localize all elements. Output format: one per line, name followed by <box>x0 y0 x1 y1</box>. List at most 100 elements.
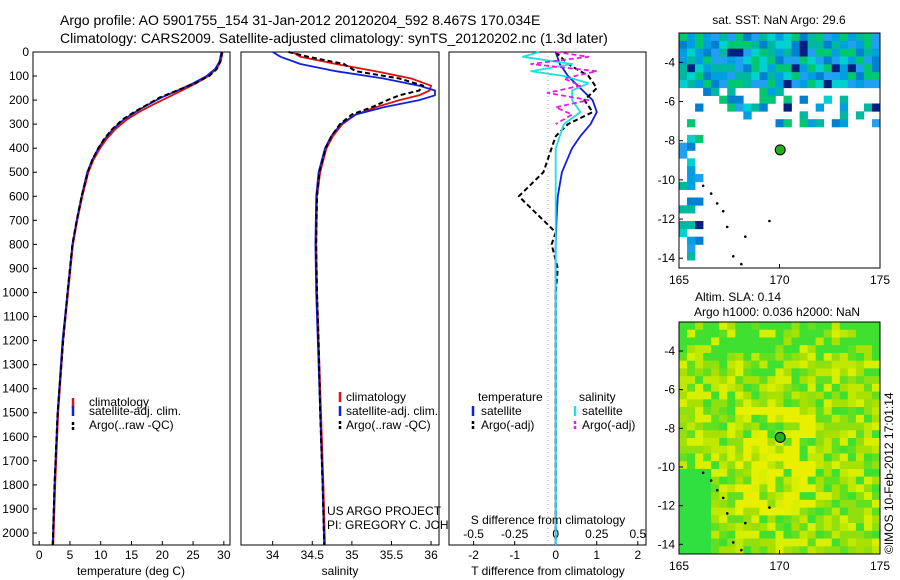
sla-cell <box>687 391 696 400</box>
sst-cell <box>759 48 768 57</box>
sla-cell <box>727 499 736 508</box>
sla-cell <box>759 530 768 539</box>
sla-cell <box>855 352 865 361</box>
sla-cell <box>727 322 736 331</box>
sla-cell <box>807 322 816 331</box>
sst-cell <box>703 40 712 49</box>
sla-cell <box>831 337 841 346</box>
s-tick-label: -0.5 <box>463 527 484 541</box>
sst-cell <box>703 64 712 73</box>
legend-label-t-argo: Argo(-adj) <box>481 418 534 432</box>
sst-cell <box>823 33 833 42</box>
sla-cell <box>799 407 808 416</box>
sla-cell <box>759 507 768 516</box>
sla-cell <box>695 546 704 555</box>
sla-cell <box>863 383 873 392</box>
sst-cell <box>855 80 865 89</box>
sla-cell <box>775 484 784 493</box>
difference-legend: temperature salinity satellite Argo(-adj… <box>471 390 635 432</box>
sla-cell <box>687 530 696 539</box>
sla-cell <box>727 407 736 416</box>
sla-cell <box>735 438 744 447</box>
sla-cell <box>751 538 760 547</box>
sla-cell <box>719 407 728 416</box>
sla-cell <box>727 546 736 555</box>
sla-cell <box>727 476 736 485</box>
sla-cell <box>751 376 760 385</box>
sst-cell <box>871 48 881 57</box>
sla-cell <box>831 376 841 385</box>
sla-cell <box>863 499 873 508</box>
sla-cell <box>815 499 825 508</box>
sla-cell <box>831 499 841 508</box>
sst-cell <box>823 40 833 49</box>
sla-cell <box>719 337 728 346</box>
sla-cell <box>775 453 784 462</box>
sla-cell <box>703 329 712 338</box>
salinity-x-axis: 34 34.5 35 35.5 36 <box>266 541 438 562</box>
sla-cell <box>743 546 752 555</box>
sst-cell <box>791 40 800 49</box>
sla-cell <box>775 523 784 532</box>
sla-cell <box>719 422 728 431</box>
sla-cell <box>719 438 728 447</box>
sla-cell <box>767 538 776 547</box>
sla-cell <box>791 422 800 431</box>
sla-cell <box>767 430 776 439</box>
sla-cell <box>823 538 833 547</box>
sla-cell <box>815 438 825 447</box>
sla-cell <box>687 523 696 532</box>
sst-cell <box>711 87 720 96</box>
sla-cell <box>823 546 833 555</box>
sst-cell <box>735 72 744 81</box>
sla-cell <box>823 391 833 400</box>
sla-cell <box>711 546 720 555</box>
island-marker <box>725 512 729 515</box>
sst-cell <box>871 40 881 49</box>
sla-cell <box>807 515 816 524</box>
sst-cell <box>791 48 800 57</box>
sst-cell <box>847 72 857 81</box>
sla-cell <box>847 538 857 547</box>
sla-cell <box>719 538 728 547</box>
sla-cell <box>823 407 833 416</box>
sla-cell <box>711 430 720 439</box>
sla-cell <box>767 337 776 346</box>
sla-cell <box>791 461 800 470</box>
sst-cell <box>679 228 688 237</box>
map-y-tick-label: -6 <box>664 95 675 109</box>
sst-map-cells <box>679 33 881 261</box>
sst-cell <box>871 72 881 81</box>
sla-cell <box>695 530 704 539</box>
sla-cell <box>687 515 696 524</box>
sla-map-axes: 165 170 175 -4 -6 -8 -10 -12 -14 <box>658 344 891 573</box>
sla-cell <box>719 352 728 361</box>
sla-cell <box>735 476 744 485</box>
sst-cell <box>719 33 728 42</box>
sla-cell <box>719 414 728 423</box>
sst-cell <box>839 95 849 104</box>
sst-cell <box>687 72 696 81</box>
x-tick-label: 30 <box>217 548 231 562</box>
sla-cell <box>743 376 752 385</box>
sla-cell <box>847 546 857 555</box>
sst-cell <box>751 48 760 57</box>
sst-cell <box>703 87 712 96</box>
sla-cell <box>759 352 768 361</box>
sla-cell <box>855 468 865 477</box>
sst-map-axes: 165 170 175 -4 -6 -8 -10 -12 -14 <box>658 55 891 287</box>
island-marker <box>731 254 735 258</box>
sla-cell <box>831 546 841 555</box>
sla-cell <box>727 352 736 361</box>
sst-cell <box>687 236 696 245</box>
sla-map-panel: Altim. SLA: 0.14 Argo h1000: 0.036 h2000… <box>658 290 891 573</box>
sst-cell <box>799 95 808 104</box>
sla-cell <box>791 523 800 532</box>
sst-cell <box>783 72 792 81</box>
sla-cell <box>775 360 784 369</box>
sst-cell <box>807 40 816 49</box>
sst-cell <box>695 174 704 183</box>
sla-cell <box>871 422 881 431</box>
sla-cell <box>815 484 825 493</box>
sst-cell <box>783 95 792 104</box>
